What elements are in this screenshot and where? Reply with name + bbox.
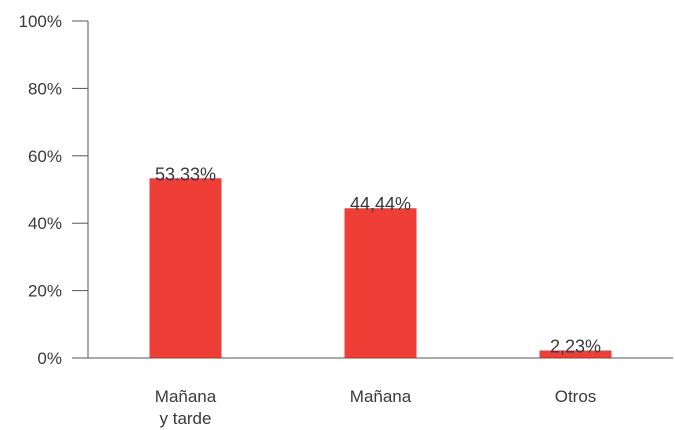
bar	[149, 178, 222, 358]
category-label: Mañana	[155, 387, 217, 406]
bars: 53.33% 44,44% 2,23%	[149, 164, 612, 358]
bar	[344, 208, 417, 358]
y-axis: 0% 20% 40% 60% 80% 100%	[19, 12, 89, 368]
data-label: 2,23%	[550, 336, 601, 356]
data-label: 53.33%	[155, 164, 216, 184]
y-tick-label: 0%	[37, 349, 62, 368]
data-label: 44,44%	[350, 194, 411, 214]
y-tick-label: 60%	[28, 147, 62, 166]
category-label: Otros	[555, 387, 597, 406]
y-tick-label: 40%	[28, 214, 62, 233]
y-tick-label: 100%	[19, 12, 62, 31]
y-tick-label: 80%	[28, 79, 62, 98]
category-label: y tarde	[160, 409, 212, 428]
y-tick-label: 20%	[28, 282, 62, 301]
bar	[539, 350, 612, 358]
category-label: Mañana	[350, 387, 412, 406]
x-axis: Mañana y tarde Mañana Otros	[88, 357, 673, 428]
